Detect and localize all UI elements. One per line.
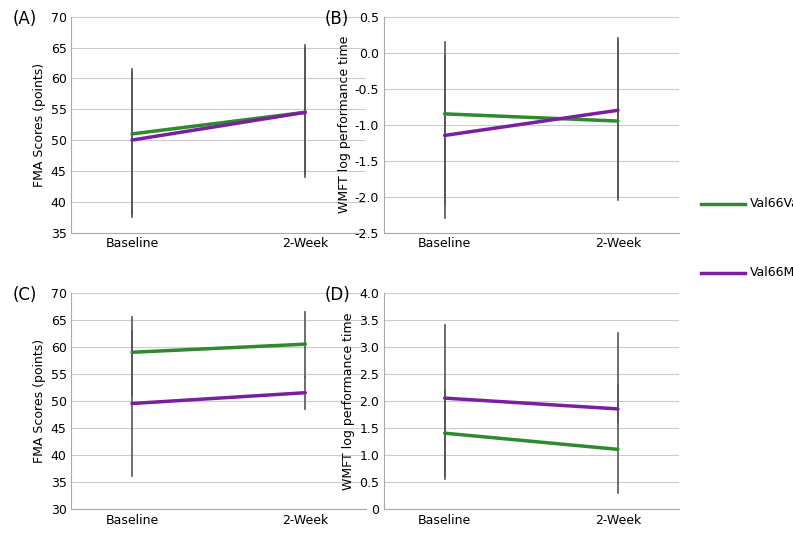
Y-axis label: FMA Scores (points): FMA Scores (points) bbox=[33, 339, 46, 463]
Text: (C): (C) bbox=[13, 286, 36, 305]
Text: (A): (A) bbox=[13, 10, 36, 29]
Text: (D): (D) bbox=[325, 286, 351, 305]
Y-axis label: WMFT log performance time: WMFT log performance time bbox=[338, 36, 351, 214]
Text: Val66M: Val66M bbox=[749, 266, 793, 279]
Text: Val66Va: Val66Va bbox=[749, 197, 793, 210]
Y-axis label: FMA Scores (points): FMA Scores (points) bbox=[33, 63, 46, 187]
Text: (B): (B) bbox=[325, 10, 350, 29]
Y-axis label: WMFT log performance time: WMFT log performance time bbox=[342, 312, 355, 490]
